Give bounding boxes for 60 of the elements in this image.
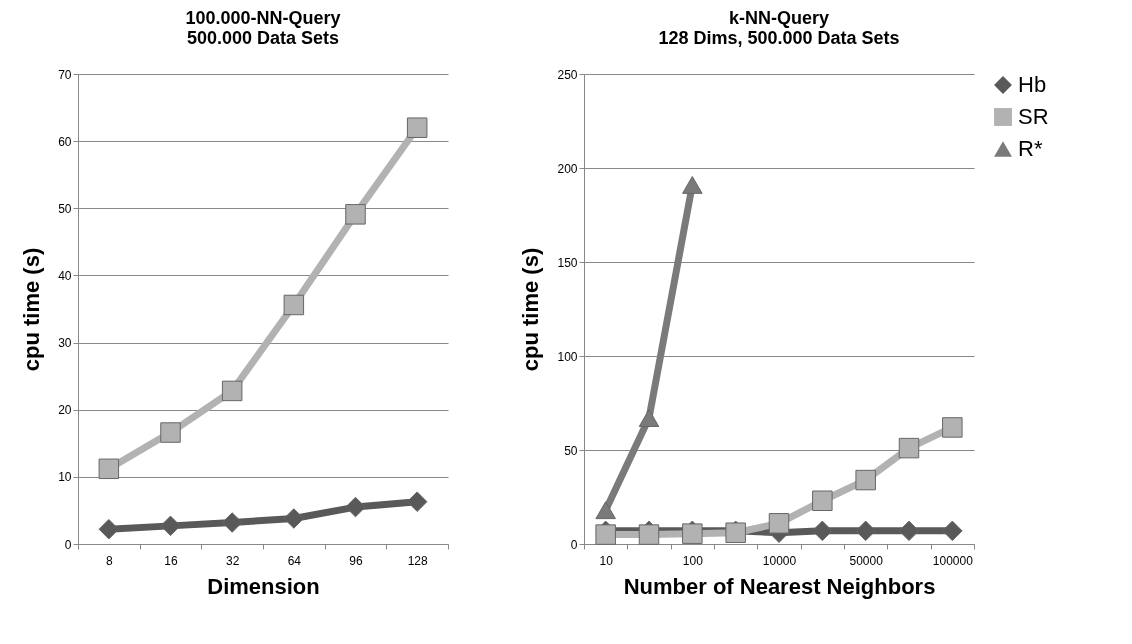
point	[406, 117, 428, 138]
point	[98, 458, 120, 480]
y-tick-label: 10	[58, 470, 72, 485]
x-tick-label: 32	[225, 553, 240, 568]
point	[855, 520, 876, 542]
x-tick-label: 100000	[932, 553, 974, 568]
point	[283, 508, 305, 529]
y-tick-label: 60	[58, 134, 72, 149]
point	[638, 409, 660, 427]
point	[942, 417, 963, 438]
legend-label: Hb	[1018, 72, 1047, 97]
point	[682, 175, 703, 194]
point	[812, 490, 833, 512]
x-tick-label: 128	[407, 553, 428, 568]
y-tick-label: 200	[557, 161, 578, 176]
point	[345, 496, 366, 518]
chart-title: k-NN-Query 128 Dims, 500.000 Data Sets	[658, 8, 900, 48]
y-tick-label: 50	[58, 201, 72, 216]
legend-label: R*	[1018, 136, 1043, 161]
point	[345, 204, 366, 225]
y-axis-title: cpu time (s)	[518, 247, 544, 372]
point	[160, 422, 181, 443]
point	[898, 437, 920, 459]
x-tick-label: 8	[105, 553, 113, 568]
x-axis-title: Number of Nearest Neighbors	[623, 573, 936, 599]
y-tick-label: 50	[564, 443, 578, 458]
y-tick-label: 20	[58, 403, 72, 418]
point	[595, 524, 616, 545]
point	[283, 294, 305, 316]
y-tick-label: 70	[58, 67, 72, 82]
point	[855, 469, 876, 491]
y-tick-label: 100	[557, 349, 578, 364]
y-tick-label: 40	[58, 268, 72, 283]
y-tick-label: 0	[570, 537, 578, 552]
point	[98, 518, 120, 540]
point	[221, 512, 243, 533]
point	[406, 491, 428, 512]
x-tick-label: 16	[164, 553, 178, 568]
x-tick-label: 96	[349, 553, 363, 568]
point	[942, 520, 963, 542]
y-axis-title: cpu time (s)	[19, 247, 45, 372]
x-axis-title: Dimension	[207, 573, 320, 599]
x-tick-label: 50000	[849, 553, 884, 568]
chart-title: 100.000-NN-Query 500.000 Data Sets	[185, 8, 341, 48]
y-tick-label: 150	[557, 255, 578, 270]
x-tick-label: 10	[599, 553, 614, 568]
point	[595, 501, 616, 520]
point	[768, 513, 790, 534]
y-tick-label: 30	[58, 336, 72, 351]
point	[898, 520, 920, 542]
y-tick-label: 0	[64, 537, 72, 552]
point	[812, 520, 833, 542]
x-tick-label: 64	[287, 553, 302, 568]
y-tick-label: 250	[557, 67, 578, 82]
point	[638, 524, 660, 545]
legend-label: SR	[1018, 104, 1049, 129]
x-tick-label: 10000	[762, 553, 797, 568]
point	[221, 380, 243, 402]
point	[160, 515, 181, 537]
x-tick-label: 100	[682, 553, 704, 568]
